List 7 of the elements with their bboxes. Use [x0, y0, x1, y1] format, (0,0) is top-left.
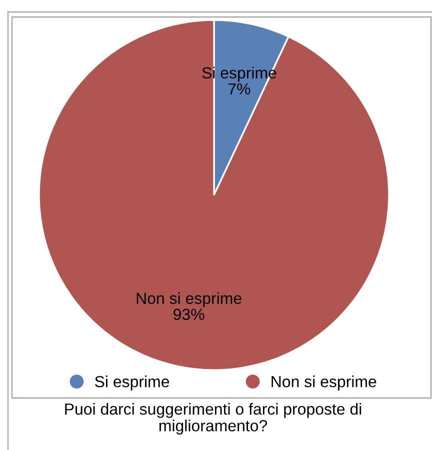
text: Puoi darci suggerimenti o farci proposte di miglioramento?: [65, 403, 362, 435]
data-label: 93%: [174, 308, 204, 320]
pie-slice: [38, 19, 390, 371]
slice-label: Non si esprime: [136, 292, 242, 308]
legend-label: Non si esprime: [272, 376, 376, 390]
legend-label: Si esprime: [95, 376, 170, 390]
data-label: 7%: [228, 83, 250, 95]
